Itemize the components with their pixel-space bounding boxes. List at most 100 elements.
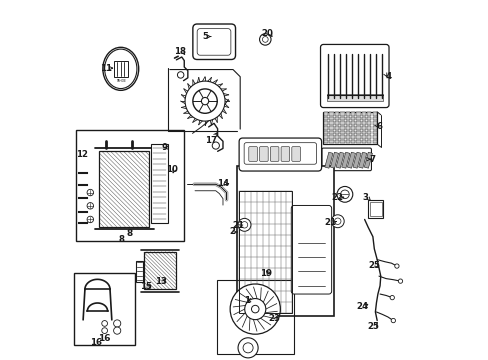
Text: 13: 13 bbox=[155, 276, 167, 285]
Text: 18: 18 bbox=[174, 47, 185, 56]
Bar bbox=[350, 121, 355, 125]
Bar bbox=[356, 135, 360, 139]
Text: 5: 5 bbox=[202, 32, 207, 41]
Circle shape bbox=[330, 215, 344, 228]
Bar bbox=[329, 140, 333, 143]
Text: 7: 7 bbox=[368, 155, 374, 164]
FancyBboxPatch shape bbox=[281, 147, 289, 161]
Bar bbox=[334, 140, 339, 143]
Bar bbox=[334, 121, 339, 125]
Bar bbox=[358, 152, 366, 168]
Bar bbox=[334, 126, 339, 130]
Bar bbox=[350, 126, 355, 130]
Bar bbox=[366, 135, 371, 139]
Text: 21: 21 bbox=[232, 221, 244, 230]
Bar bbox=[324, 117, 328, 120]
Bar bbox=[345, 131, 349, 134]
Bar bbox=[345, 117, 349, 120]
Circle shape bbox=[259, 34, 270, 45]
Text: 25: 25 bbox=[367, 261, 380, 270]
Bar bbox=[350, 140, 355, 143]
Circle shape bbox=[238, 219, 250, 231]
Circle shape bbox=[394, 264, 398, 268]
Text: 3: 3 bbox=[362, 193, 367, 202]
Bar bbox=[324, 121, 328, 125]
Bar bbox=[330, 152, 338, 168]
Text: 6: 6 bbox=[376, 122, 382, 131]
Circle shape bbox=[102, 320, 107, 326]
Bar bbox=[136, 261, 142, 282]
Bar bbox=[356, 131, 360, 134]
Bar bbox=[364, 152, 372, 168]
Text: 24: 24 bbox=[355, 302, 367, 311]
Bar bbox=[151, 144, 168, 223]
Text: 22: 22 bbox=[331, 193, 343, 202]
Text: 17: 17 bbox=[205, 136, 217, 145]
Bar bbox=[361, 117, 366, 120]
Text: 12: 12 bbox=[76, 150, 88, 159]
Bar bbox=[216, 280, 293, 354]
Bar bbox=[237, 166, 333, 316]
Text: 11: 11 bbox=[100, 64, 112, 73]
Text: 1: 1 bbox=[244, 296, 250, 305]
Bar bbox=[361, 140, 366, 143]
Text: 14: 14 bbox=[217, 179, 228, 188]
Bar bbox=[350, 117, 355, 120]
Text: 8: 8 bbox=[119, 235, 124, 244]
Bar bbox=[340, 117, 344, 120]
Bar bbox=[329, 126, 333, 130]
Bar bbox=[329, 121, 333, 125]
Bar bbox=[356, 121, 360, 125]
Circle shape bbox=[87, 216, 93, 223]
Text: 16: 16 bbox=[98, 334, 111, 343]
Circle shape bbox=[244, 298, 265, 320]
FancyBboxPatch shape bbox=[192, 24, 235, 59]
Text: 21: 21 bbox=[324, 218, 336, 227]
Bar bbox=[340, 126, 344, 130]
FancyBboxPatch shape bbox=[291, 206, 331, 294]
Bar bbox=[350, 112, 355, 116]
Bar bbox=[239, 191, 292, 313]
Circle shape bbox=[390, 319, 395, 323]
Bar bbox=[335, 152, 344, 168]
Bar bbox=[144, 252, 176, 289]
Ellipse shape bbox=[102, 47, 139, 90]
Bar bbox=[356, 140, 360, 143]
Circle shape bbox=[87, 203, 93, 209]
Bar bbox=[346, 152, 355, 168]
Bar bbox=[340, 131, 344, 134]
Text: 9: 9 bbox=[162, 143, 167, 152]
Bar bbox=[356, 126, 360, 130]
Bar bbox=[341, 152, 349, 168]
Bar bbox=[334, 117, 339, 120]
FancyBboxPatch shape bbox=[320, 44, 388, 108]
Bar bbox=[324, 126, 328, 130]
Bar bbox=[323, 112, 376, 144]
Bar bbox=[329, 131, 333, 134]
Circle shape bbox=[177, 72, 183, 78]
Circle shape bbox=[336, 186, 352, 202]
Text: 8: 8 bbox=[126, 229, 133, 238]
Circle shape bbox=[184, 81, 224, 121]
Text: 20: 20 bbox=[262, 29, 273, 38]
Bar bbox=[366, 126, 371, 130]
Bar bbox=[329, 135, 333, 139]
Circle shape bbox=[113, 327, 121, 334]
Bar bbox=[361, 126, 366, 130]
Bar bbox=[361, 112, 366, 116]
Bar bbox=[345, 135, 349, 139]
Bar bbox=[345, 140, 349, 143]
Bar bbox=[324, 131, 328, 134]
Text: 25: 25 bbox=[366, 322, 378, 331]
Bar bbox=[334, 112, 339, 116]
Bar bbox=[324, 140, 328, 143]
Bar bbox=[372, 135, 376, 139]
Circle shape bbox=[243, 343, 253, 353]
Ellipse shape bbox=[104, 49, 137, 89]
Bar bbox=[372, 121, 376, 125]
Bar bbox=[326, 94, 382, 101]
Text: 10: 10 bbox=[166, 166, 178, 175]
Circle shape bbox=[87, 189, 93, 196]
Bar bbox=[340, 135, 344, 139]
FancyBboxPatch shape bbox=[270, 147, 278, 161]
